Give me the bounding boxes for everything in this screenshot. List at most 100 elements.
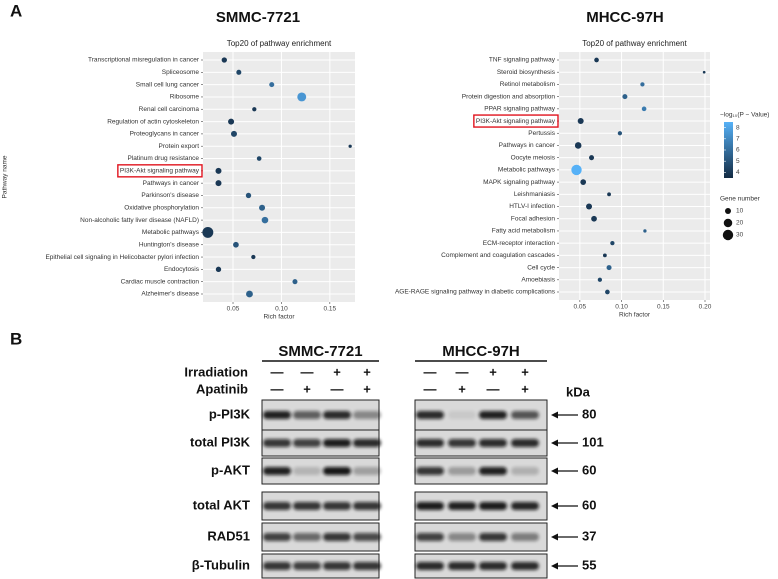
blot-band [263, 562, 291, 570]
y-tick-label: Pathways in cancer [499, 142, 556, 149]
bubble [215, 266, 222, 273]
colorbar-label: 6 [736, 147, 740, 154]
arrow-head [551, 439, 558, 447]
x-tick-label: 0.05 [574, 304, 587, 311]
x-tick-label: 0.10 [615, 304, 628, 311]
blot-band [416, 533, 444, 541]
blot-band [323, 467, 351, 475]
size-key [723, 218, 733, 228]
bubble [605, 289, 610, 295]
y-axis-label: Pathway name [2, 155, 9, 198]
kda-label: 60 [582, 497, 596, 512]
y-tick-label: Leishmaniasis [514, 191, 556, 198]
bubble [221, 57, 227, 63]
condition-label: Apatinib [196, 381, 248, 396]
condition-sign: + [363, 364, 371, 379]
condition-sign: + [333, 364, 341, 379]
bubble [607, 192, 611, 197]
y-tick-label: Ribosome [170, 94, 200, 101]
arrow-head [551, 533, 558, 541]
bubble [297, 92, 307, 102]
kda-label: 55 [582, 557, 596, 572]
arrow-head [551, 502, 558, 510]
kda-label: 37 [582, 528, 596, 543]
blot-band [416, 562, 444, 570]
blot-band [323, 439, 351, 447]
plot-background [203, 52, 355, 302]
size-label: 30 [736, 232, 744, 239]
x-tick-label: 0.10 [275, 306, 288, 313]
blot-band [416, 502, 444, 510]
blot-band [353, 439, 381, 447]
blot-band [323, 411, 351, 419]
x-tick-label: 0.15 [657, 304, 670, 311]
blot-band [293, 502, 321, 510]
blot-band [263, 467, 291, 475]
bubble [269, 82, 275, 88]
blot-band [511, 439, 539, 447]
size-key [724, 207, 732, 215]
blot-band [511, 411, 539, 419]
condition-sign: — [456, 364, 469, 379]
blot-band [353, 467, 381, 475]
protein-label: total AKT [193, 497, 250, 512]
y-tick-label: Proteoglycans in cancer [130, 131, 200, 138]
bubble [617, 131, 623, 136]
bubble [259, 204, 266, 211]
cell-line-heading: SMMC-7721 [216, 9, 300, 26]
y-tick-label: HTLV-I infection [509, 203, 555, 210]
blot-band [263, 533, 291, 541]
blot-band [293, 411, 321, 419]
blot-band [479, 562, 507, 570]
plot-background [559, 52, 710, 300]
y-tick-label: Protein digestion and absorption [462, 93, 556, 100]
colorbar-label: 7 [736, 136, 740, 143]
protein-label: β-Tubulin [192, 557, 250, 572]
arrow-head [551, 467, 558, 475]
condition-sign: + [458, 381, 466, 396]
y-tick-label: Renal cell carcinoma [139, 106, 200, 113]
condition-sign: — [424, 364, 437, 379]
panel-label: A [10, 1, 22, 20]
blot-band [511, 533, 539, 541]
y-tick-label: MAPK signaling pathway [483, 179, 556, 186]
bubble [580, 179, 587, 185]
arrow-head [551, 562, 558, 570]
condition-sign: + [489, 364, 497, 379]
bubble [233, 241, 239, 248]
bubble [591, 215, 597, 222]
bubble [256, 156, 262, 161]
bubble [702, 70, 706, 74]
y-tick-label: Cell cycle [527, 264, 555, 271]
x-axis-label: Rich factor [619, 312, 651, 319]
highlight-box [117, 164, 203, 178]
y-tick-label: Non-alcoholic fatty liver disease (NAFLD… [80, 217, 199, 224]
blot-band [448, 439, 476, 447]
bubble [230, 130, 237, 137]
condition-sign: — [487, 381, 500, 396]
blot-band [353, 533, 381, 541]
y-tick-label: Oxidative phosphorylation [124, 205, 199, 212]
y-tick-label: Small cell lung cancer [136, 81, 200, 88]
blot-band [448, 533, 476, 541]
colorbar [724, 122, 733, 178]
blot-band [479, 467, 507, 475]
blot-band [416, 439, 444, 447]
x-tick-label: 0.15 [323, 306, 336, 313]
y-tick-label: Focal adhesion [511, 215, 555, 222]
blot-band [479, 533, 507, 541]
bubble [215, 180, 222, 187]
y-tick-label: AGE-RAGE signaling pathway in diabetic c… [395, 289, 556, 296]
blot-band [353, 502, 381, 510]
y-tick-label: Steroid biosynthesis [497, 69, 556, 76]
protein-label: p-PI3K [209, 406, 251, 421]
cell-line-heading: MHCC-97H [586, 9, 664, 26]
y-tick-label: Pathways in cancer [143, 180, 200, 187]
bubble [251, 254, 256, 260]
kda-label: 80 [582, 406, 596, 421]
size-key [722, 229, 734, 241]
blot-band [416, 411, 444, 419]
blot-band [293, 439, 321, 447]
y-tick-label: Metabolic pathways [498, 167, 556, 174]
blot-band [448, 411, 476, 419]
